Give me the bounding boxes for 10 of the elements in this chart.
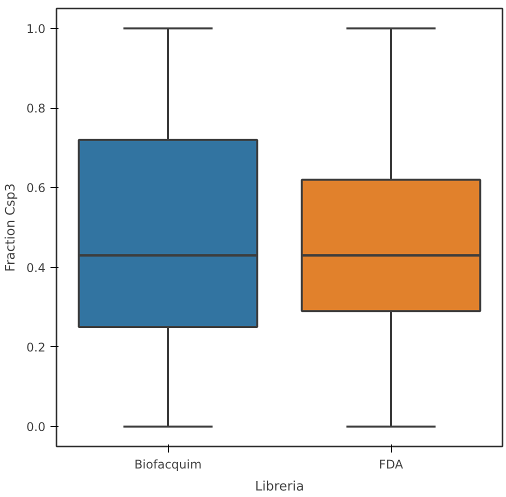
y-tick-label: 0.6 — [26, 181, 46, 196]
y-tick-label: 0.4 — [26, 260, 46, 275]
y-tick-label: 0.0 — [26, 420, 46, 434]
x-tick-label: Biofacquim — [134, 458, 202, 472]
y-tick-label: 0.2 — [26, 340, 46, 354]
x-axis-title: Libreria — [254, 480, 304, 494]
y-tick-label: 0.8 — [26, 102, 46, 116]
x-tick-label: FDA — [378, 458, 404, 472]
y-tick-label: 1.0 — [26, 22, 46, 36]
y-axis-title: Fraction Csp3 — [3, 183, 18, 272]
